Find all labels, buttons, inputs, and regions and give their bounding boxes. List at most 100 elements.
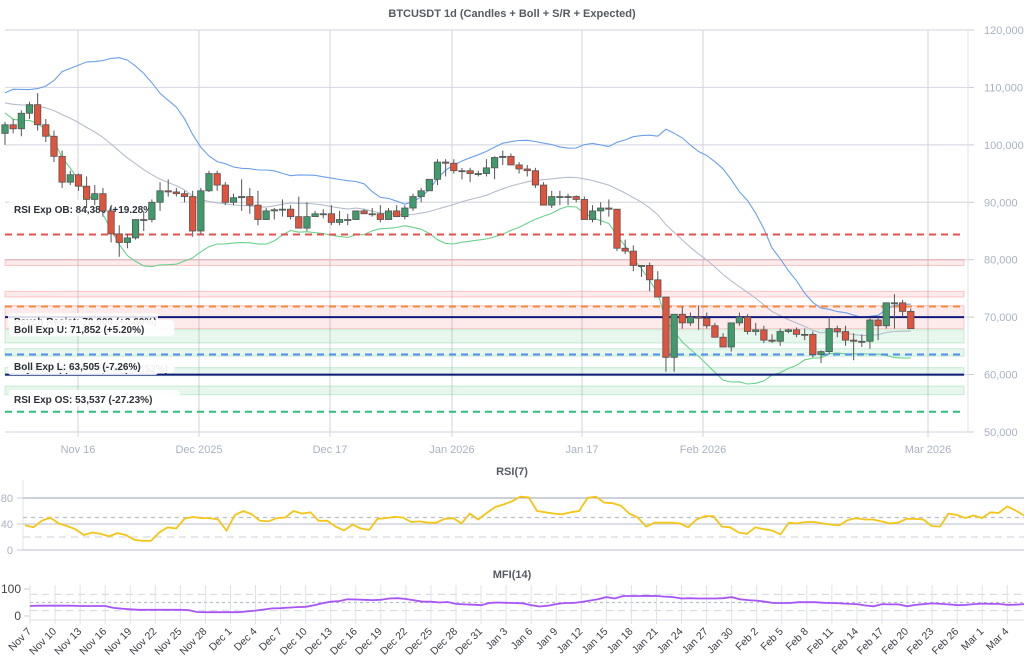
candle-up [409,196,417,209]
candle-down [907,310,915,330]
mfi-x-label: Jan 30 [705,626,736,657]
candle-down [189,196,197,232]
candle-up [727,322,735,348]
y-axis-label: 70,000 [984,312,1018,324]
rsi-line [24,495,1024,542]
candle-up [801,333,809,336]
candle-down [768,339,776,342]
candle-down [254,204,262,220]
y-axis-label: 80,000 [984,255,1018,267]
mfi-x-label: Nov 19 [102,626,134,658]
candle-up [825,328,833,352]
y-axis-label: 60,000 [984,370,1018,382]
mfi-y-label: 0 [14,609,21,623]
mfi-x-label: Feb 23 [905,626,937,658]
candle-up [238,196,246,199]
candle-down [246,196,254,206]
mfi-x-label: Dec 28 [428,626,460,658]
candle-down [34,104,42,126]
candle-down [376,213,384,220]
label-box [9,390,181,406]
label-box [9,357,175,373]
x-axis-label: Jan 2026 [429,444,474,456]
mfi-x-label: Jan 24 [655,626,686,657]
candle-down [295,216,303,229]
candle-up [66,174,74,183]
candle-down [572,196,580,200]
mfi-line [29,594,1024,614]
candle-down [442,161,450,164]
candle-down [743,316,752,332]
mfi-y-label: 100 [1,582,21,596]
mfi-x-label: Jan 18 [605,626,636,657]
y-axis-label: 90,000 [984,197,1018,209]
mfi-x-label: Dec 1 [207,626,235,654]
mfi-panel-title: MFI(14) [492,569,532,581]
resistance-zone [4,290,965,298]
candle-down [74,174,83,187]
candle-up [866,319,874,342]
candle-down [531,170,540,186]
candle-up [401,207,409,218]
rsi-y-label: 40 [1,519,13,531]
candle-up [858,340,866,343]
mfi-x-label: Feb 2 [733,626,761,654]
candle-down [703,317,711,327]
candle-down [393,210,401,218]
mfi-x-label: Nov 13 [52,626,84,658]
candle-up [548,196,556,206]
candle-up [352,210,360,220]
x-axis-label: Dec 2025 [175,444,222,456]
candle-up [229,197,238,203]
candle-up [670,313,678,358]
level-label: RSI Exp OB: 84,380 (+19.28%) [14,205,155,216]
candle-down [629,250,637,266]
candle-up [417,190,425,197]
rsi-y-label: 0 [7,545,13,557]
candle-up [131,219,140,239]
candle-down [760,329,768,341]
mfi-x-label: Feb 17 [855,626,887,658]
main-plot: 120,000 110,000 100,000 90,000 80,000 70,000 6… [4,25,1024,456]
mfi-x-label: Feb 14 [829,626,861,658]
support-zone [4,385,965,396]
mfi-x-label: Dec 31 [453,626,485,658]
candle-down [507,155,515,166]
candle-down [450,162,458,172]
candle-down [850,339,858,342]
x-axis-label: Feb 2026 [680,444,726,456]
candle-up [817,351,825,355]
candle-up [564,196,572,198]
candle-up [311,213,319,218]
candle-down [466,170,474,174]
candle-up [752,329,760,332]
mfi-x-label: Jan 3 [484,626,511,653]
candle-down [833,328,841,332]
candle-down [213,173,221,186]
mfi-x-label: Nov 10 [27,626,59,658]
x-axis-label: Nov 16 [61,444,96,456]
mfi-x-label: Dec 10 [278,626,310,658]
candle-down [654,279,662,298]
candle-down [172,191,180,195]
candle-up [882,302,890,327]
candle-up [784,329,792,332]
candle-up [17,112,25,130]
candle-up [335,219,344,223]
candle-up [597,207,605,212]
candle-up [482,167,491,174]
y-axis-label: 100,000 [984,140,1024,152]
candle-up [637,265,646,267]
mfi-x-label: Dec 13 [303,626,335,658]
candle-down [539,184,548,206]
candle-down [711,325,719,338]
mfi-x-label: Feb 20 [880,626,912,658]
candle-up [735,316,744,324]
rsi-y-label: 80 [1,493,13,505]
candle-up [156,190,164,203]
candle-down [50,135,58,157]
candle-down [221,184,229,203]
candle-up [319,213,327,216]
